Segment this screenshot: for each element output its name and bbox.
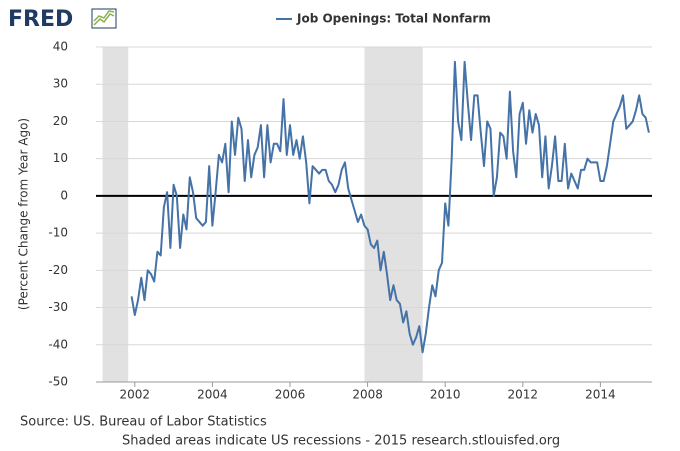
y-axis-label: (Percent Change from Year Ago) — [17, 118, 31, 310]
y-tick-label: 40 — [53, 40, 68, 54]
y-tick-label: -10 — [48, 226, 68, 240]
y-tick-label: -20 — [48, 263, 68, 277]
y-tick-label: 0 — [60, 188, 68, 202]
x-tick-label: 2004 — [197, 388, 228, 402]
x-tick-label: 2012 — [508, 388, 539, 402]
logo-icon — [91, 8, 117, 29]
x-tick-label: 2008 — [352, 388, 383, 402]
logo: FRED — [8, 7, 73, 32]
source: Source: US. Bureau of Labor Statistics — [20, 415, 267, 430]
y-tick-label: -30 — [48, 300, 68, 314]
y-tick-label: -50 — [48, 375, 68, 389]
y-tick-label: -40 — [48, 337, 68, 351]
recession-band — [364, 47, 423, 382]
x-tick-label: 2002 — [120, 388, 151, 402]
x-tick-label: 2014 — [585, 388, 616, 402]
recession-band — [102, 47, 129, 382]
x-tick-label: 2006 — [275, 388, 306, 402]
y-tick-label: 30 — [53, 77, 68, 91]
series-line — [130, 60, 650, 354]
y-tick-label: 10 — [53, 151, 68, 165]
legend-label: Job Openings: Total Nonfarm — [296, 12, 491, 26]
y-tick-label: 20 — [53, 114, 68, 128]
note: Shaded areas indicate US recessions - 20… — [122, 434, 560, 449]
x-tick-label: 2010 — [430, 388, 461, 402]
